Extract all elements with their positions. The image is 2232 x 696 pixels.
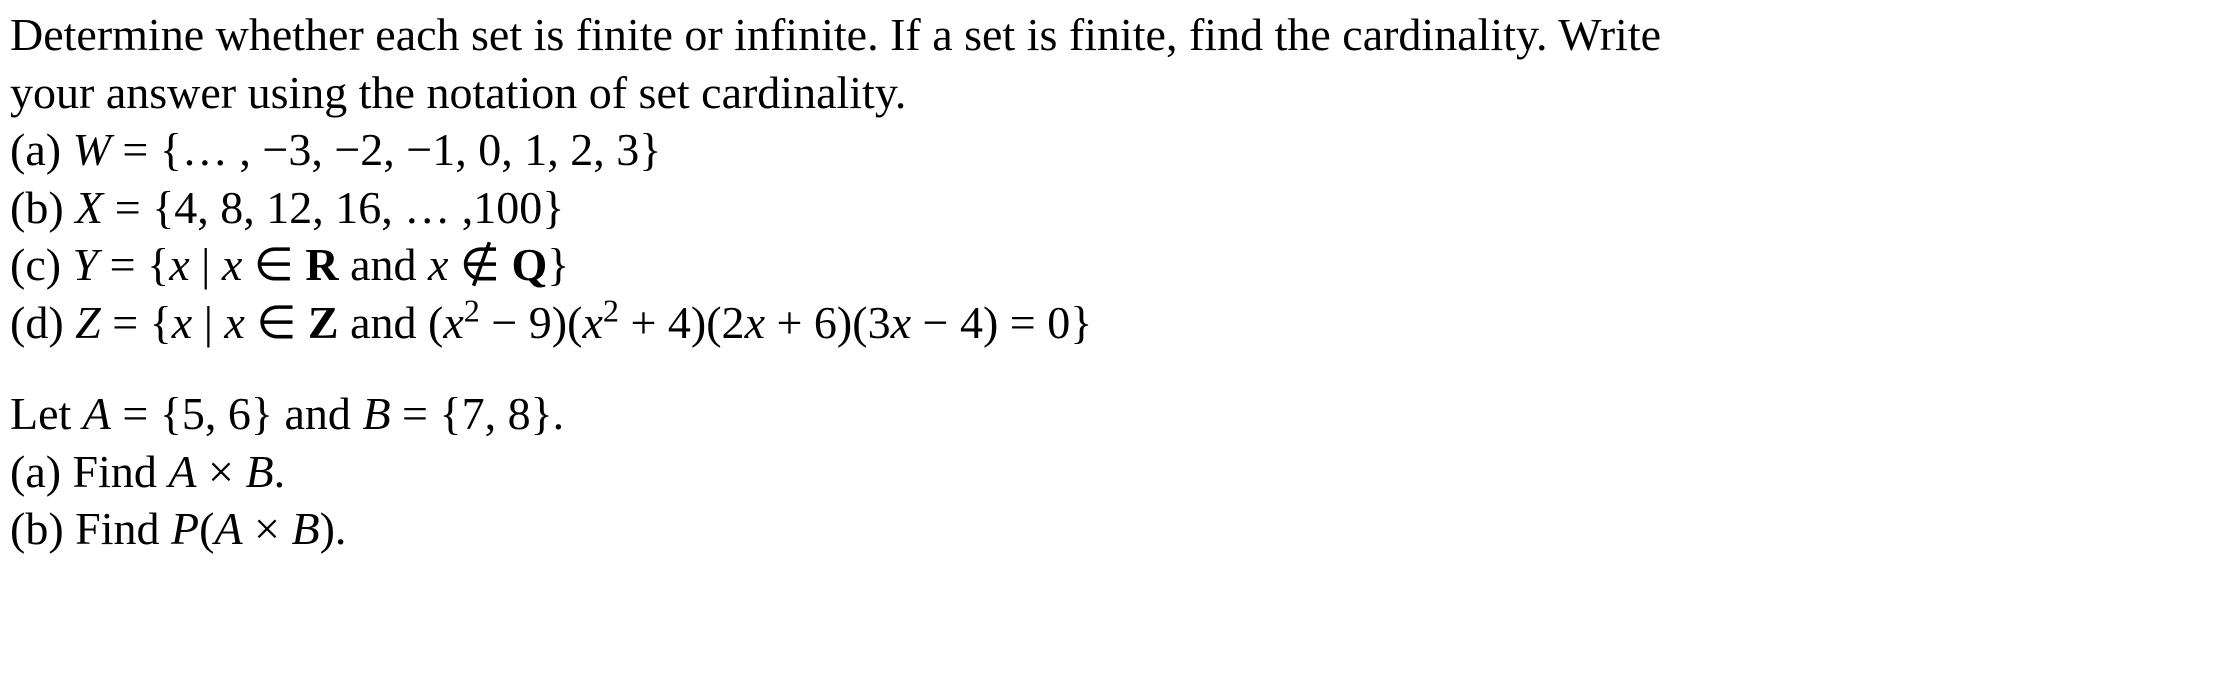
var-x: X	[75, 182, 103, 233]
var-B2: B	[245, 446, 273, 497]
var-P: P	[171, 503, 199, 554]
label-2a: (a) Find	[10, 446, 168, 497]
var-xd2: x	[224, 297, 244, 348]
var-A2: A	[168, 446, 196, 497]
t1: − 9)(	[480, 297, 583, 348]
paragraph-spacer	[10, 351, 2222, 385]
label-2b: (b) Find	[10, 503, 171, 554]
intro-line-2: your answer using the notation of set ca…	[10, 64, 2222, 122]
var-y: Y	[73, 239, 99, 290]
set-x: = {4, 8, 12, 16, … ,100}	[103, 182, 564, 233]
set-Z: Z	[308, 297, 339, 348]
B-def: = {7, 8}.	[391, 388, 565, 439]
set-R: R	[305, 239, 338, 290]
bar: |	[190, 239, 222, 290]
close-brace: }	[547, 239, 569, 290]
var-A3: A	[214, 503, 242, 554]
close-2b: ).	[320, 503, 347, 554]
problem1-item-a: (a) W = {… , −3, −2, −1, 0, 1, 2, 3}	[10, 121, 2222, 179]
var-B3: B	[292, 503, 320, 554]
eq-open-d: = {	[101, 297, 172, 348]
var-x3: x	[428, 239, 448, 290]
var-B: B	[362, 388, 390, 439]
set-Q: Q	[511, 239, 547, 290]
set-w: = {… , −3, −2, −1, 0, 1, 2, 3}	[111, 124, 661, 175]
label-d: (d)	[10, 297, 75, 348]
var-xd3: x	[443, 297, 463, 348]
problem1-item-d: (d) Z = {x | x ∈ Z and (x2 − 9)(x2 + 4)(…	[10, 294, 2222, 352]
intro-line-1: Determine whether each set is finite or …	[10, 6, 2222, 64]
in-d: ∈	[245, 297, 308, 348]
t4: − 4) = 0}	[911, 297, 1092, 348]
eq-open: = {	[98, 239, 169, 290]
var-z: Z	[75, 297, 101, 348]
sq1: 2	[464, 292, 480, 328]
var-xd4: x	[582, 297, 602, 348]
label-b: (b)	[10, 182, 75, 233]
bar-d: |	[192, 297, 224, 348]
dot-2a: .	[274, 446, 286, 497]
and-d: and (	[339, 297, 444, 348]
document-page: Determine whether each set is finite or …	[0, 0, 2232, 696]
problem1-item-c: (c) Y = {x | x ∈ R and x ∉ Q}	[10, 236, 2222, 294]
t3: + 6)(3	[765, 297, 891, 348]
label-c: (c)	[10, 239, 73, 290]
not-in: ∉	[448, 239, 511, 290]
sq2: 2	[603, 292, 619, 328]
elem-in: ∈	[242, 239, 305, 290]
let-text: Let	[10, 388, 83, 439]
var-x1: x	[169, 239, 189, 290]
var-xd1: x	[172, 297, 192, 348]
problem2-intro: Let A = {5, 6} and B = {7, 8}.	[10, 385, 2222, 443]
var-x2: x	[222, 239, 242, 290]
t2: + 4)(2	[619, 297, 745, 348]
and-text: and	[339, 239, 428, 290]
var-xd6: x	[891, 297, 911, 348]
var-xd5: x	[745, 297, 765, 348]
A-def: = {5, 6} and	[111, 388, 363, 439]
times-2a: ×	[197, 446, 246, 497]
problem2-item-b: (b) Find P(A × B).	[10, 500, 2222, 558]
var-A: A	[83, 388, 111, 439]
label-a: (a)	[10, 124, 73, 175]
problem1-item-b: (b) X = {4, 8, 12, 16, … ,100}	[10, 179, 2222, 237]
var-w: W	[73, 124, 111, 175]
times-2b: ×	[243, 503, 292, 554]
problem2-item-a: (a) Find A × B.	[10, 443, 2222, 501]
open-2b: (	[199, 503, 214, 554]
